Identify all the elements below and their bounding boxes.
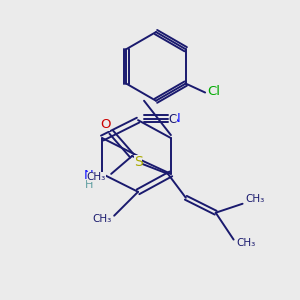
Text: CH₃: CH₃ bbox=[87, 172, 106, 182]
Text: N: N bbox=[170, 112, 180, 125]
Text: Cl: Cl bbox=[208, 85, 220, 98]
Text: H: H bbox=[85, 180, 93, 190]
Text: CH₃: CH₃ bbox=[236, 238, 255, 248]
Text: C: C bbox=[169, 113, 177, 126]
Text: CH₃: CH₃ bbox=[245, 194, 264, 204]
Text: CH₃: CH₃ bbox=[93, 214, 112, 224]
Text: S: S bbox=[134, 155, 142, 169]
Text: N: N bbox=[84, 169, 94, 182]
Text: O: O bbox=[100, 118, 110, 131]
